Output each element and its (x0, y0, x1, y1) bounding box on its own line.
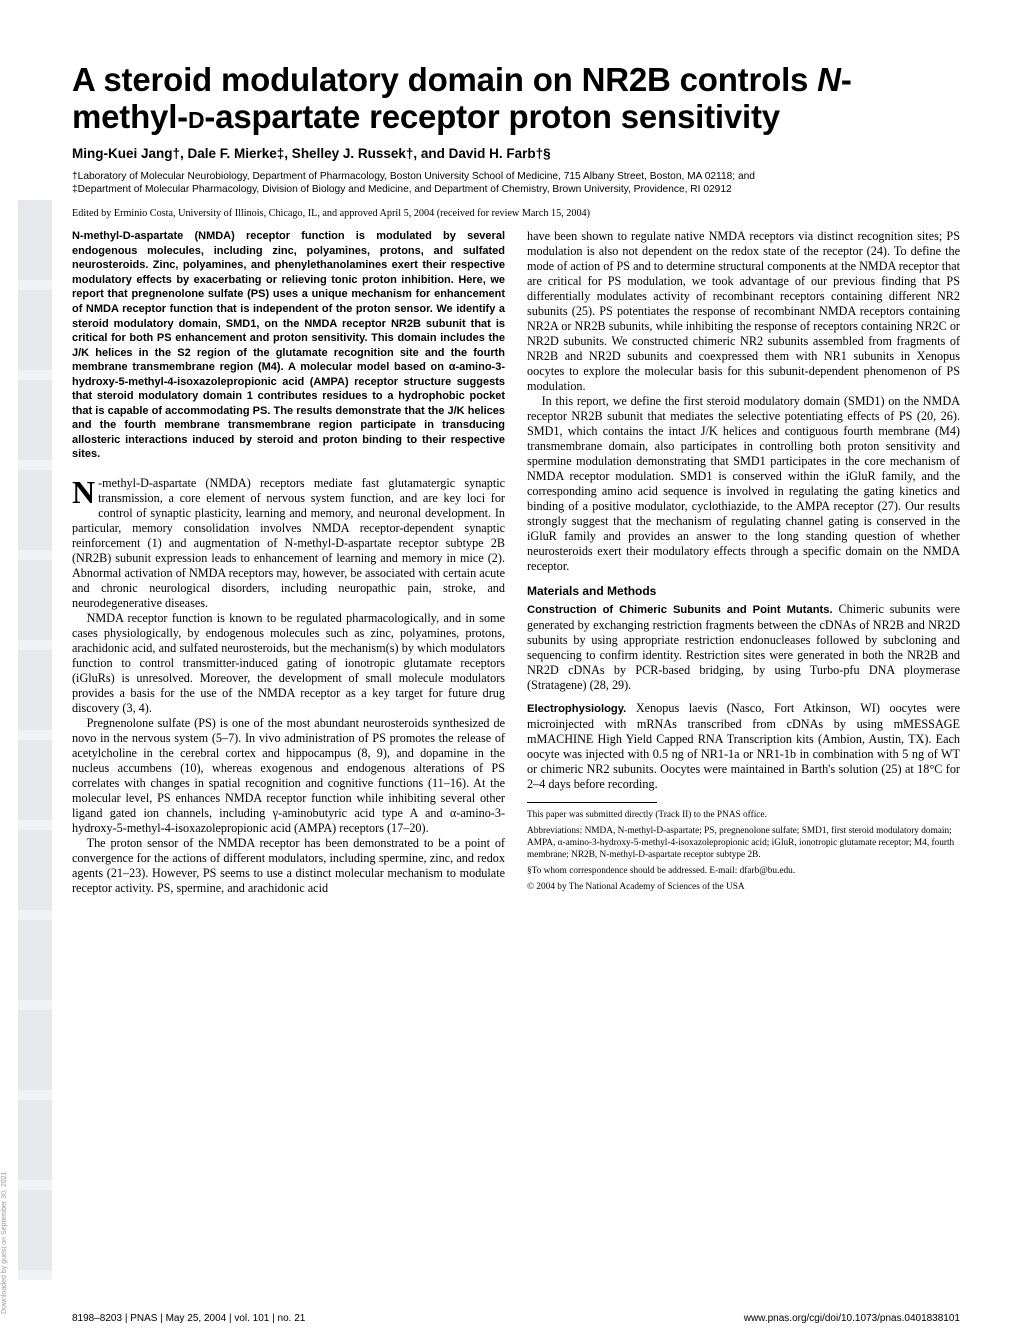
intro-paragraph-2: NMDA receptor function is known to be re… (72, 611, 505, 716)
two-column-body: N-methyl-D-aspartate (NMDA) receptor fun… (72, 229, 960, 896)
intro-paragraph-1: N-methyl-D-aspartate (NMDA) receptors me… (72, 476, 505, 611)
intro-paragraph-5: have been shown to regulate native NMDA … (527, 229, 960, 394)
author-list: Ming-Kuei Jang†, Dale F. Mierke‡, Shelle… (72, 146, 960, 161)
footnotes: This paper was submitted directly (Track… (527, 809, 960, 893)
methods-sub2-head: Electrophysiology. (527, 703, 626, 715)
intro-paragraph-3: Pregnenolone sulfate (PS) is one of the … (72, 716, 505, 836)
footnote-rule (527, 802, 657, 803)
footer-right: www.pnas.org/cgi/doi/10.1073/pnas.040183… (744, 1313, 960, 1324)
abstract: N-methyl-D-aspartate (NMDA) receptor fun… (72, 229, 505, 461)
footnote-4: © 2004 by The National Academy of Scienc… (527, 881, 960, 893)
page-footer: 8198–8203 | PNAS | May 25, 2004 | vol. 1… (72, 1313, 960, 1324)
affiliation-1: †Laboratory of Molecular Neurobiology, D… (72, 171, 755, 182)
footer-left: 8198–8203 | PNAS | May 25, 2004 | vol. 1… (72, 1313, 305, 1324)
methods-sub1-head: Construction of Chimeric Subunits and Po… (527, 604, 833, 616)
methods-sub1: Construction of Chimeric Subunits and Po… (527, 602, 960, 693)
article-page: A steroid modulatory domain on NR2B cont… (0, 0, 1020, 1344)
footnote-1: This paper was submitted directly (Track… (527, 809, 960, 821)
affiliation-2: ‡Department of Molecular Pharmacology, D… (72, 184, 732, 195)
editor-note: Edited by Erminio Costa, University of I… (72, 208, 960, 219)
p1-text: -methyl-D-aspartate (NMDA) receptors med… (72, 476, 505, 610)
methods-sub2: Electrophysiology. Xenopus laevis (Nasco… (527, 701, 960, 792)
section-heading-methods: Materials and Methods (527, 584, 960, 599)
intro-paragraph-4: The proton sensor of the NMDA receptor h… (72, 836, 505, 896)
dropcap-N: N (72, 476, 98, 506)
footnote-3: §To whom correspondence should be addres… (527, 865, 960, 877)
footnote-2: Abbreviations: NMDA, N-methyl-D-aspartat… (527, 825, 960, 861)
intro-paragraph-6: In this report, we define the first ster… (527, 394, 960, 574)
article-title: A steroid modulatory domain on NR2B cont… (72, 62, 960, 136)
affiliations: †Laboratory of Molecular Neurobiology, D… (72, 171, 960, 197)
